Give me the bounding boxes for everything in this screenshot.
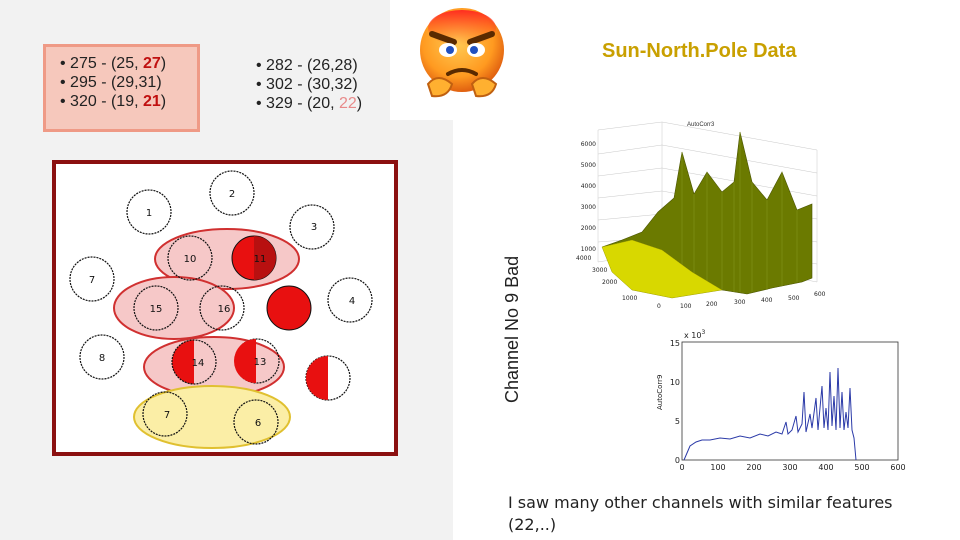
diagram-label: 16 (218, 304, 231, 315)
y-tick-label: 1000 (622, 295, 637, 302)
autocorr-3d-plot: AutoCorr3 6000 5000 4000 3000 2000 1000 … (576, 121, 826, 310)
channel-list-right: • 282 - (26,28) • 302 - (30,32) • 329 - … (256, 56, 362, 113)
autocorr-2d-series (683, 367, 857, 461)
list-item: • 275 - (25, 27) (60, 55, 167, 72)
footnote-text: I saw many other channels with similar f… (508, 493, 893, 534)
diagram-label: 14 (192, 358, 205, 369)
x-tick-label: 200 (706, 301, 718, 308)
y-tick-label: 5 (675, 417, 680, 426)
y-axis-label: AutoCorr9 (656, 374, 664, 410)
x-tick-label: 500 (854, 463, 869, 472)
list-item: • 295 - (29,31) (60, 74, 162, 91)
diagram-label: 7 (89, 275, 95, 286)
angry-face-icon (420, 8, 504, 98)
list-item: • 302 - (30,32) (256, 76, 358, 93)
x-tick-label: 600 (890, 463, 905, 472)
y-tick-label: 2000 (602, 279, 617, 286)
y-tick-label: 3000 (592, 267, 607, 274)
x-tick-label: 0 (657, 303, 661, 310)
autocorr-2d-plot: x 103 AutoCorr9 15 10 5 0 0 100 200 300 … (656, 329, 906, 472)
sensor-half-13 (234, 339, 256, 383)
channel-status-label: Channel No 9 Bad (502, 255, 522, 403)
z-tick-label: 3000 (581, 204, 596, 211)
page-title: Sun-North.Pole Data (602, 40, 797, 62)
z-tick-label: 4000 (581, 183, 596, 190)
y-tick-label: 4000 (576, 255, 591, 262)
x-tick-label: 400 (761, 297, 773, 304)
plot3d-title: AutoCorr3 (687, 122, 715, 128)
x-tick-label: 200 (746, 463, 761, 472)
x-tick-label: 0 (679, 463, 684, 472)
y-tick-label: 15 (670, 339, 680, 348)
diagram-label: 15 (150, 304, 163, 315)
x-tick-label: 300 (782, 463, 797, 472)
x-tick-label: 600 (814, 291, 826, 298)
x-tick-label: 100 (680, 303, 692, 310)
z-tick-label: 5000 (581, 162, 596, 169)
z-tick-label: 1000 (581, 246, 596, 253)
x-tick-label: 500 (788, 295, 800, 302)
sensor-half-14 (172, 340, 194, 384)
diagram-label: 4 (349, 296, 355, 307)
diagram-label: 10 (184, 254, 197, 265)
y-tick-label: 0 (675, 456, 680, 465)
diagram-label: 2 (229, 189, 235, 200)
diagram-label: 3 (311, 222, 317, 233)
group-ellipse-yellow (133, 385, 291, 449)
channel-list-box: • 275 - (25, 27) • 295 - (29,31) • 320 -… (43, 44, 200, 132)
z-tick-label: 2000 (581, 225, 596, 232)
diagram-label: 6 (255, 418, 261, 429)
diagram-label: 8 (99, 353, 105, 364)
list-item: • 282 - (26,28) (256, 57, 358, 74)
x-tick-label: 100 (710, 463, 725, 472)
exponent-label: x 103 (684, 329, 705, 340)
diagram-label: 13 (254, 357, 267, 368)
diagram-label: 11 (254, 254, 267, 265)
detector-diagram: 1 2 3 10 11 7 15 16 4 8 14 13 7 6 (52, 160, 398, 456)
diagram-label: 1 (146, 208, 152, 219)
group-ellipse-middle (113, 276, 235, 340)
list-item: • 329 - (20, 22) (256, 95, 363, 112)
list-item: • 320 - (19, 21) (60, 93, 167, 110)
sensor-red-16b (266, 285, 312, 331)
y-tick-label: 10 (670, 378, 680, 387)
z-tick-label: 6000 (581, 141, 596, 148)
x-tick-label: 400 (818, 463, 833, 472)
diagram-label: 7 (164, 410, 170, 421)
x-tick-label: 300 (734, 299, 746, 306)
